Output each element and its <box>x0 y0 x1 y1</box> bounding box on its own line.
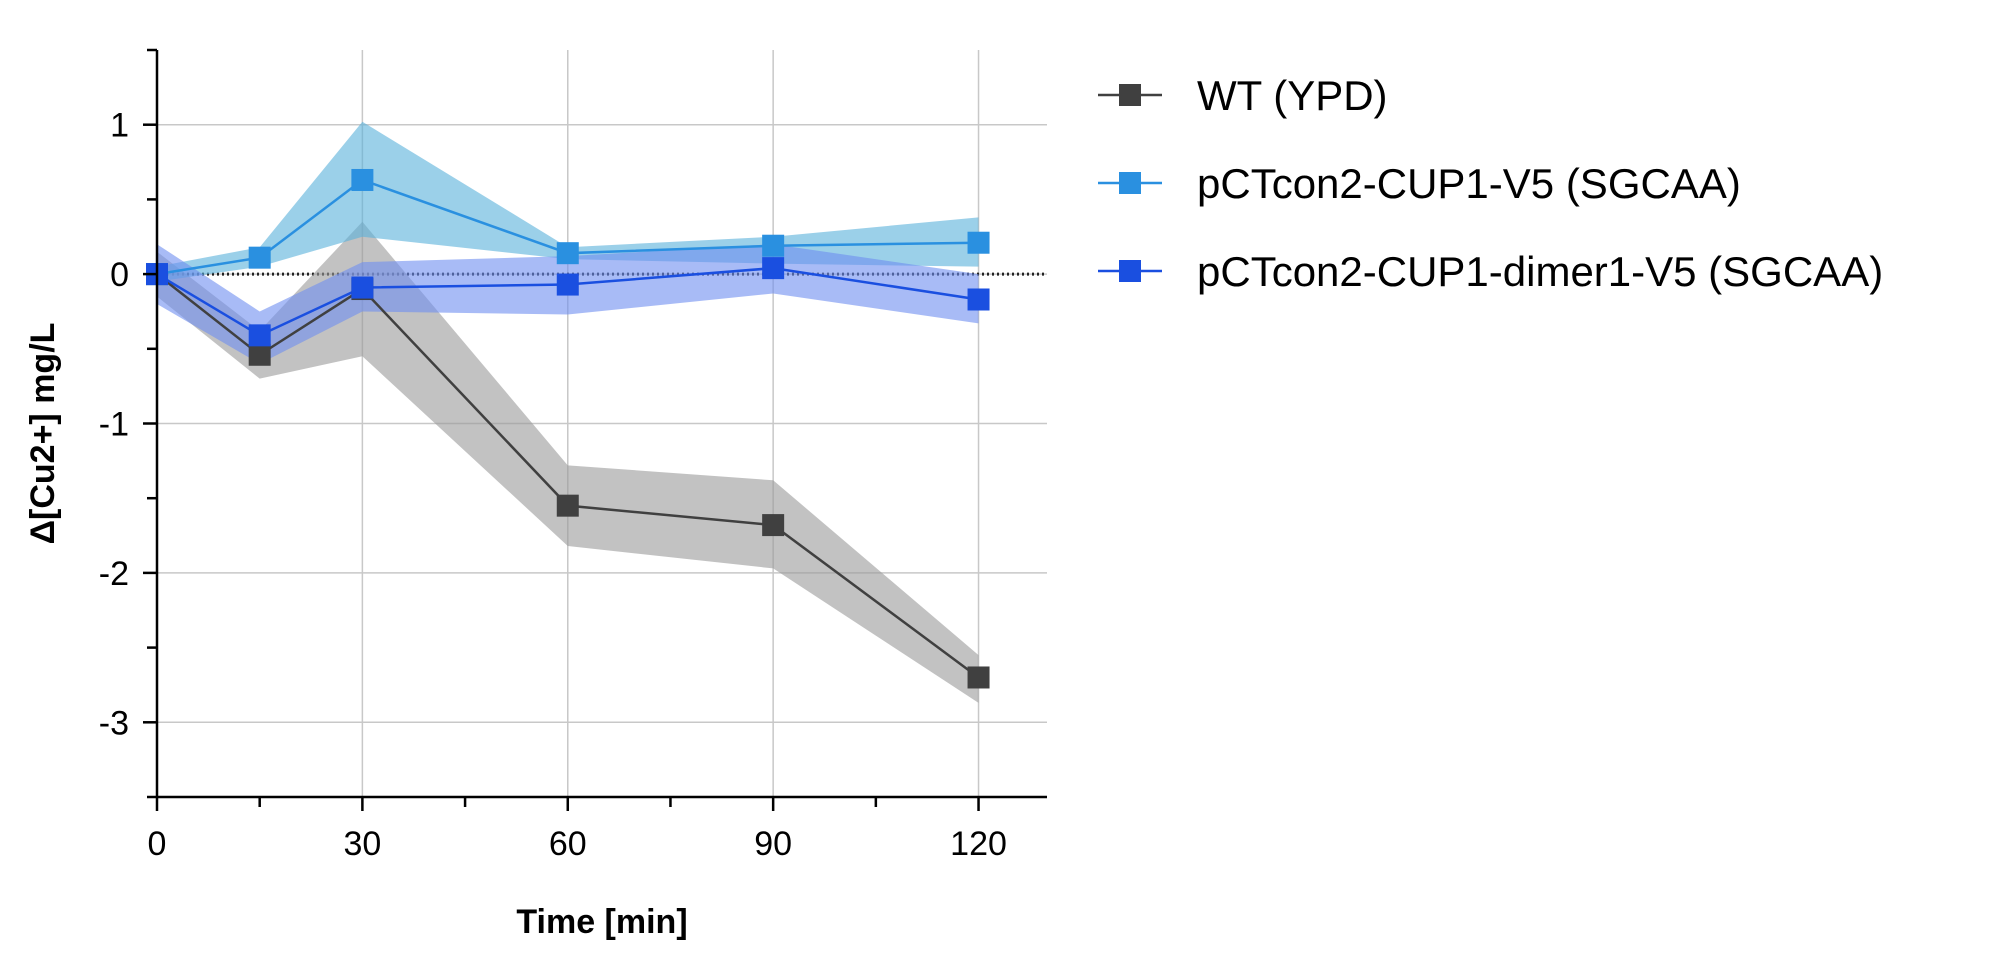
y-tick-label: 1 <box>110 107 129 145</box>
y-tick-label: -3 <box>99 704 129 742</box>
tick-labels: 0 30 60 90 120 1 0 -1 -2 -3 <box>99 107 1007 863</box>
legend-marker <box>1119 172 1141 194</box>
x-axis-title: Time [min] <box>516 903 687 941</box>
data-point-series-1 <box>762 514 785 537</box>
series-line-3 <box>156 266 979 337</box>
series-line-1 <box>156 273 980 679</box>
data-point-series-3 <box>556 273 579 296</box>
x-tick-label: 90 <box>754 825 792 863</box>
data-point-series-2 <box>351 168 374 191</box>
data-point-series-1 <box>248 343 271 366</box>
legend-item: pCTcon2-CUP1-V5 (SGCAA) <box>1098 160 1741 207</box>
data-point-series-2 <box>762 234 785 257</box>
error-band-series-1 <box>157 221 979 703</box>
y-tick-label: -2 <box>99 555 129 593</box>
legend-label: pCTcon2-CUP1-V5 (SGCAA) <box>1197 160 1741 207</box>
data-point-series-3 <box>967 288 990 311</box>
y-tick-label: 0 <box>110 256 129 294</box>
series-lines <box>156 178 980 679</box>
legend-item: pCTcon2-CUP1-dimer1-V5 (SGCAA) <box>1098 248 1883 295</box>
legend-label: pCTcon2-CUP1-dimer1-V5 (SGCAA) <box>1197 248 1883 295</box>
data-point-series-1 <box>967 666 990 689</box>
legend-marker <box>1119 260 1141 282</box>
grid <box>156 50 1047 797</box>
x-tick-label: 30 <box>343 825 381 863</box>
legend-item: WT (YPD) <box>1098 72 1388 119</box>
axes <box>143 48 1047 811</box>
x-tick-label: 0 <box>148 825 167 863</box>
legend-marker <box>1119 84 1141 106</box>
data-point-series-2 <box>248 246 271 269</box>
legend: WT (YPD) pCTcon2-CUP1-V5 (SGCAA) pCTcon2-C… <box>1098 72 1883 295</box>
data-point-series-3 <box>351 276 374 299</box>
data-point-series-2 <box>556 242 579 265</box>
data-point-series-2 <box>967 231 990 254</box>
x-tick-label: 60 <box>549 825 587 863</box>
data-point-series-1 <box>556 494 579 517</box>
y-tick-label: -1 <box>99 406 129 444</box>
series-line-2 <box>156 178 979 276</box>
legend-label: WT (YPD) <box>1197 72 1388 119</box>
x-tick-label: 120 <box>950 825 1007 863</box>
series-markers <box>146 168 990 689</box>
data-point-series-3 <box>248 324 271 347</box>
data-point-series-3 <box>762 257 785 280</box>
y-axis-title: Δ[Cu2+] mg/L <box>24 323 62 545</box>
